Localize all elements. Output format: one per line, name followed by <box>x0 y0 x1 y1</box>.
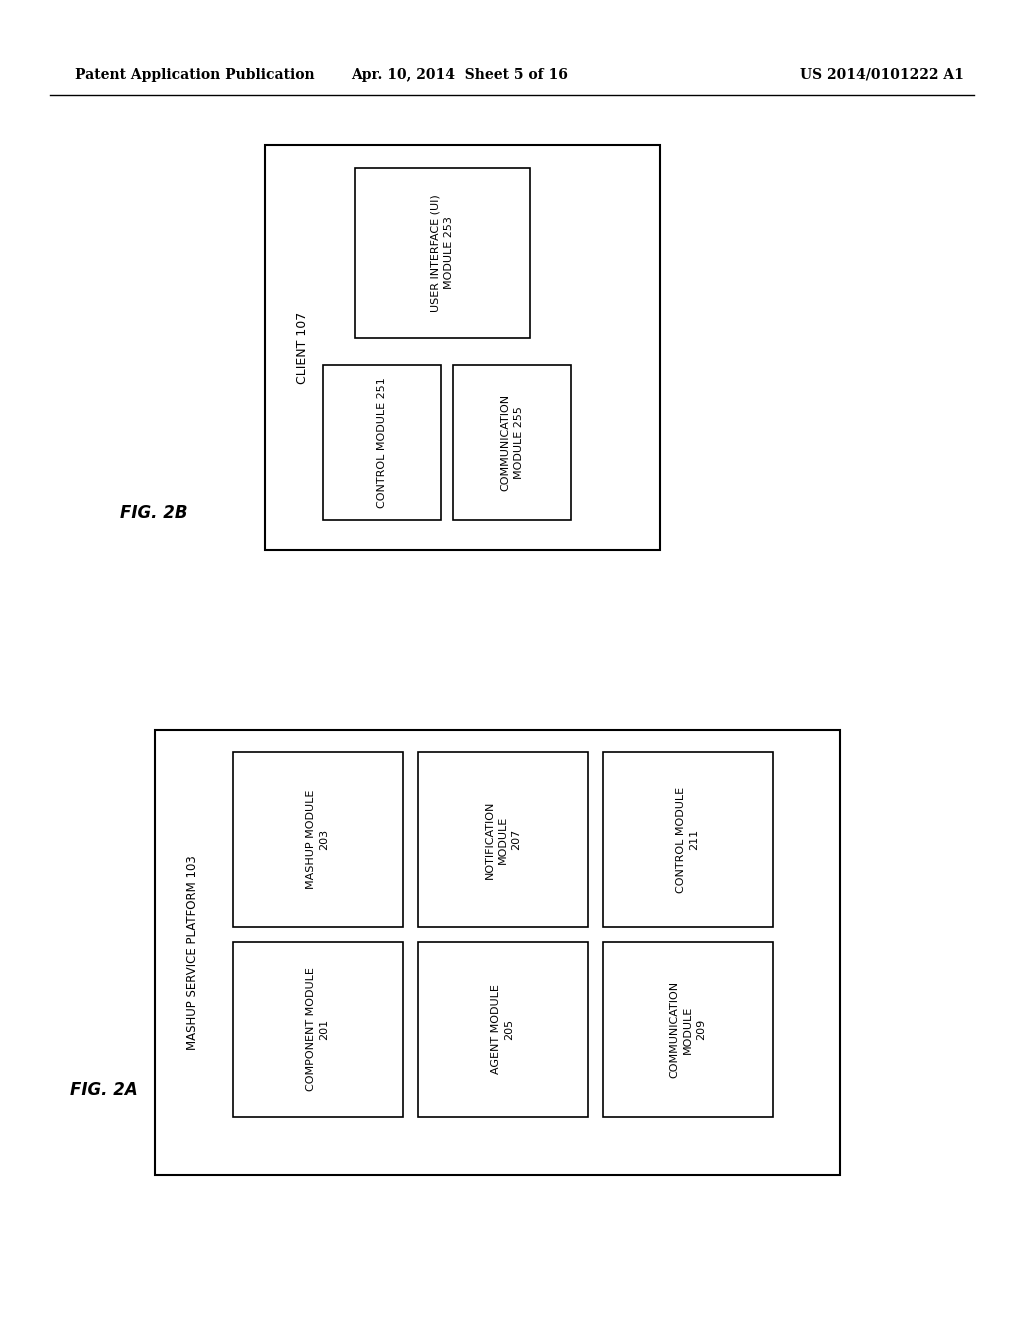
Bar <box>453 366 571 520</box>
Text: Patent Application Publication: Patent Application Publication <box>75 69 314 82</box>
Text: MASHUP SERVICE PLATFORM 103: MASHUP SERVICE PLATFORM 103 <box>186 855 200 1049</box>
Text: Apr. 10, 2014  Sheet 5 of 16: Apr. 10, 2014 Sheet 5 of 16 <box>351 69 568 82</box>
Text: CONTROL MODULE
211: CONTROL MODULE 211 <box>677 787 699 892</box>
Text: FIG. 2A: FIG. 2A <box>70 1081 138 1100</box>
Bar <box>418 752 588 927</box>
Text: NOTIFICATION
MODULE
207: NOTIFICATION MODULE 207 <box>484 800 521 879</box>
Bar <box>603 942 773 1117</box>
Text: US 2014/0101222 A1: US 2014/0101222 A1 <box>800 69 964 82</box>
Bar <box>418 942 588 1117</box>
Bar <box>355 168 530 338</box>
Text: AGENT MODULE
205: AGENT MODULE 205 <box>492 985 515 1074</box>
Text: CONTROL MODULE 251: CONTROL MODULE 251 <box>377 378 387 508</box>
Bar <box>603 752 773 927</box>
Text: COMPONENT MODULE
201: COMPONENT MODULE 201 <box>306 968 330 1092</box>
Text: MASHUP MODULE
203: MASHUP MODULE 203 <box>306 789 330 890</box>
Text: CLIENT 107: CLIENT 107 <box>297 312 309 384</box>
Bar <box>233 942 403 1117</box>
Text: COMMUNICATION
MODULE 255: COMMUNICATION MODULE 255 <box>501 393 523 491</box>
Text: COMMUNICATION
MODULE
209: COMMUNICATION MODULE 209 <box>670 981 707 1078</box>
Bar <box>265 145 660 550</box>
Bar <box>323 366 441 520</box>
Bar <box>233 752 403 927</box>
Text: USER INTERFACE (UI)
MODULE 253: USER INTERFACE (UI) MODULE 253 <box>431 194 454 312</box>
Text: FIG. 2B: FIG. 2B <box>120 504 187 521</box>
Bar <box>155 730 840 1175</box>
